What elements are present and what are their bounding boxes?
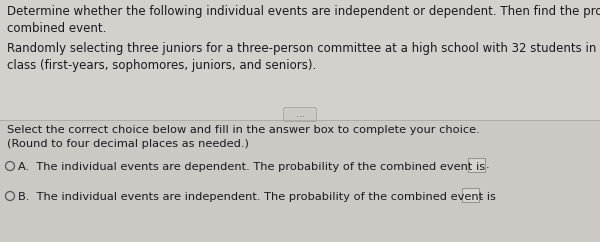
FancyBboxPatch shape [467,158,485,172]
Bar [0,120,600,242]
Text: Randomly selecting three juniors for a three-person committee at a high school w: Randomly selecting three juniors for a t… [7,42,600,73]
Text: .: . [480,190,484,200]
Text: A.  The individual events are dependent. The probability of the combined event i: A. The individual events are dependent. … [18,162,485,172]
FancyBboxPatch shape [284,107,317,121]
FancyBboxPatch shape [461,188,479,202]
Bar [0,0,600,120]
Text: Select the correct choice below and fill in the answer box to complete your choi: Select the correct choice below and fill… [7,125,480,149]
Text: .: . [486,160,490,170]
Text: Determine whether the following individual events are independent or dependent. : Determine whether the following individu… [7,5,600,36]
Text: B.  The individual events are independent. The probability of the combined event: B. The individual events are independent… [18,192,496,202]
Text: ...: ... [296,110,304,119]
